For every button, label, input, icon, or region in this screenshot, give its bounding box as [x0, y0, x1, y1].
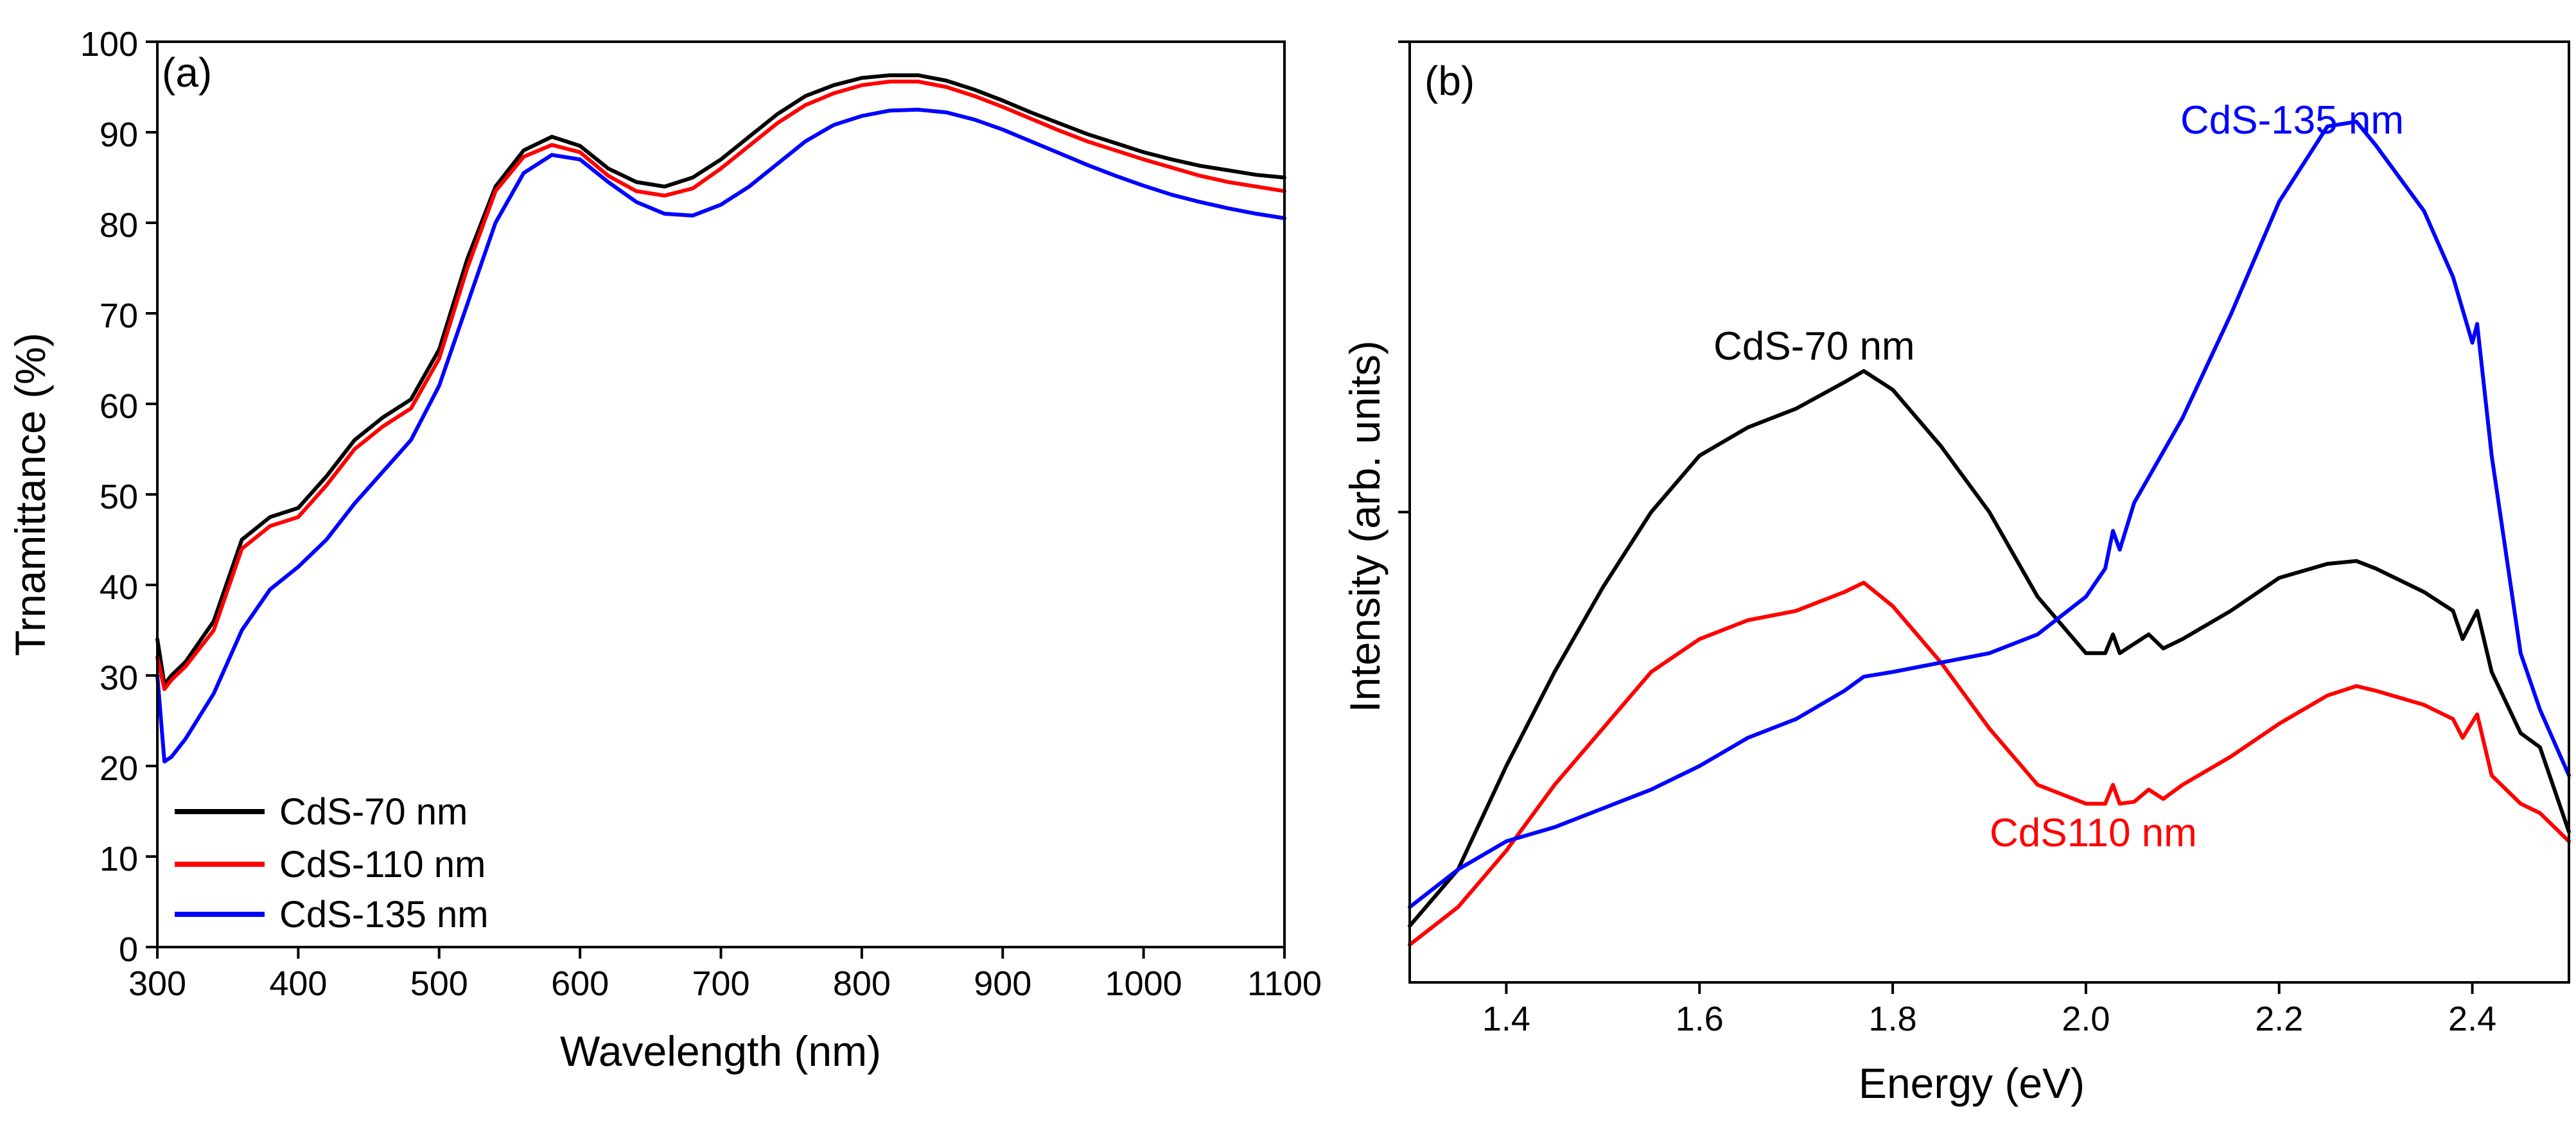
x-tick-label: 1.4: [1482, 1000, 1530, 1038]
x-tick-label: 900: [974, 964, 1031, 1003]
x-tick-label: 700: [692, 964, 749, 1003]
y-tick-label: 90: [100, 116, 138, 154]
y-tick-label: 40: [100, 568, 138, 607]
x-tick-label: 2.0: [2062, 1000, 2110, 1038]
panel-b-y-axis-label: Intensity (arb. units): [1341, 340, 1389, 713]
panel-a-transmittance-chart: 300 400 500 600 700 800 900 1000 1100 0 10 20 30 40 5…: [6, 25, 1322, 1075]
series-line-cds-110-nm: [155, 80, 1286, 692]
series-line-cds-135-nm: [1408, 119, 2571, 909]
legend-label-cds-70: CdS-70 nm: [279, 791, 468, 833]
panel-b-x-axis-label: Energy (eV): [1859, 1059, 2085, 1107]
y-tick-label: 70: [100, 297, 138, 335]
panel-b-photoluminescence-chart: 1.4 1.6 1.8 2.0 2.2 2.4 (b) Energy (eV) Inten…: [1341, 40, 2571, 1107]
series-line-cds110-nm: [1408, 580, 2571, 947]
annotation-cds-135: CdS-135 nm: [2180, 98, 2404, 143]
x-tick-label: 1000: [1105, 964, 1182, 1003]
series-line-cds-70-nm: [1408, 369, 2571, 928]
x-tick-label: 1100: [1247, 964, 1322, 1003]
panel-a-plot-lines: [155, 73, 1286, 763]
x-tick-label: 400: [269, 964, 327, 1003]
legend-label-cds-135: CdS-135 nm: [279, 894, 489, 936]
panel-a-x-axis-label: Wavelength (nm): [560, 1027, 881, 1075]
y-tick-label: 60: [100, 387, 138, 426]
y-tick-label: 50: [100, 478, 138, 516]
series-line-cds-70-nm: [155, 73, 1286, 687]
legend-label-cds-110: CdS-110 nm: [279, 844, 486, 885]
x-tick-label: 300: [128, 964, 186, 1003]
x-tick-label: 800: [833, 964, 891, 1003]
annotation-cds-110: CdS110 nm: [1990, 811, 2197, 855]
panel-a-x-ticks: 300 400 500 600 700 800 900 1000 1100: [128, 947, 1322, 1003]
y-tick-label: 80: [100, 206, 138, 245]
x-tick-label: 1.8: [1869, 1000, 1917, 1038]
y-tick-label: 10: [100, 840, 138, 878]
panel-a-legend: CdS-70 nm CdS-110 nm CdS-135 nm: [175, 791, 489, 936]
panel-a-y-ticks: 0 10 20 30 40 50 60 70 80 90 100: [80, 25, 157, 969]
y-tick-label: 30: [100, 659, 138, 697]
x-tick-label: 500: [410, 964, 468, 1003]
panel-b-label: (b): [1424, 58, 1475, 104]
x-tick-label: 1.6: [1676, 1000, 1724, 1038]
x-tick-label: 600: [551, 964, 609, 1003]
series-line-cds-135-nm: [155, 107, 1286, 763]
x-tick-label: 2.2: [2255, 1000, 2303, 1038]
panel-a-y-axis-label: Trnamittance (%): [6, 333, 54, 656]
y-tick-label: 100: [80, 25, 138, 64]
panel-a-label: (a): [162, 49, 212, 96]
annotation-cds-70: CdS-70 nm: [1713, 324, 1915, 369]
y-tick-label: 0: [119, 930, 138, 969]
panel-b-x-ticks: 1.4 1.6 1.8 2.0 2.2 2.4: [1482, 982, 2496, 1038]
x-tick-label: 2.4: [2448, 1000, 2496, 1038]
panel-b-plot-lines: [1408, 119, 2571, 947]
panel-b-y-ticks: [1398, 40, 1410, 514]
y-tick-label: 20: [100, 749, 138, 788]
